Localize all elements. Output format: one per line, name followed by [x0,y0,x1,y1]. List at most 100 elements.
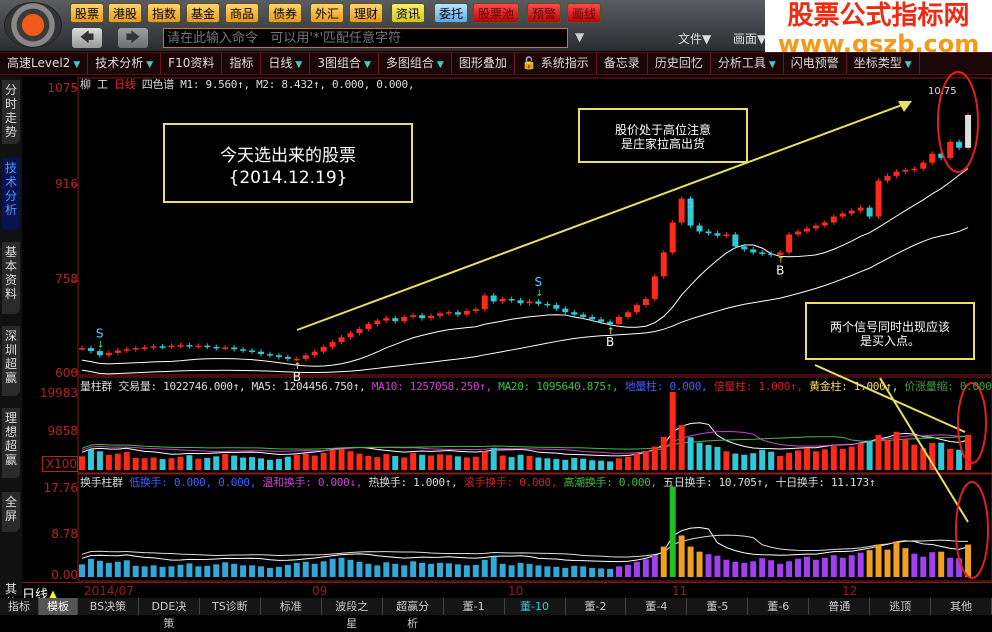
nav-button[interactable]: 外汇 [310,3,345,23]
side-tab[interactable]: 理想超赢 [2,408,20,478]
indicator-value: 温和换手: 0.000↓, [262,476,369,489]
turnover-bar [123,560,130,577]
candle [356,328,363,334]
nav-button[interactable]: 港股 [108,3,143,23]
toolbar-item[interactable]: 备忘录 [597,53,648,74]
bottom-tab[interactable]: 超赢分析 [383,598,444,630]
back-button[interactable]: 🡄 [72,28,102,48]
volume-bar [812,451,819,470]
volume-bar [105,454,112,470]
bottom-tab[interactable]: 普通 [809,598,871,615]
bottom-tab[interactable]: 波段之星 [322,598,383,630]
bottom-tab[interactable]: 模板 [39,598,78,615]
volume-bar [884,440,891,470]
volume-bar [830,446,837,470]
side-tab[interactable]: 全屏 [2,492,20,532]
candle [562,308,569,313]
side-tab[interactable]: 技术分析 [2,158,20,230]
menu-view[interactable]: 画面▼ [733,32,767,46]
toolbar-item[interactable]: 高速Level2 ▼ [0,53,89,74]
bottom-tab[interactable]: 标准 [261,598,322,615]
volume-bar [893,431,900,470]
toolbar-item[interactable]: 坐标类型 ▼ [847,53,920,74]
toolbar-item[interactable]: 图形叠加 [452,53,515,74]
side-tab[interactable]: 基本资料 [2,242,20,314]
indicator-values: 四色谱 M1: 9.560↑, M2: 8.432↑, 0.000, 0.000… [141,78,415,91]
bottom-tab[interactable]: 董-5 [687,598,749,615]
toolbar-item[interactable]: 分析工具 ▼ [711,53,784,74]
app-logo[interactable] [4,2,62,48]
volume-bar [741,454,748,470]
bottom-tab[interactable]: TS诊断 [200,598,261,615]
volume-header: 量柱群 交易量: 1022746.000↑, MA5: 1204456.750↑… [80,378,992,394]
candle [616,316,622,325]
turnover-bar [723,559,730,577]
nav-button[interactable]: 资讯 [391,3,426,23]
toolbar-item[interactable]: 技术分析 ▼ [88,53,162,74]
nav-button[interactable]: 指数 [147,3,182,23]
arrow-up-icon: ↑ [607,327,615,337]
nav-button[interactable]: 股票 [70,3,105,23]
turnover-bar [249,565,256,577]
nav-button[interactable]: 基金 [186,3,221,23]
turnover-bar [132,565,139,577]
toolbar-item[interactable]: F10资料 [161,53,223,74]
bottom-tab[interactable]: 董-2 [566,598,627,615]
bottom-tab[interactable]: DDE决策 [139,598,200,630]
nav-button[interactable]: 股票池 [473,3,520,23]
turnover-bar [320,561,327,577]
side-tab[interactable]: 分时走势 [2,80,20,144]
candle [195,345,202,348]
turnover-bar [275,566,282,577]
bottom-tab[interactable]: 其他 [931,598,992,615]
nav-button[interactable]: 委托 [434,3,469,23]
candle [222,347,229,349]
bottom-tab[interactable]: 董-4 [626,598,688,615]
toolbar-item[interactable]: 指标 [222,53,262,74]
bottom-tab[interactable]: 指标 [0,598,39,615]
toolbar-item[interactable]: 历史回忆 [648,53,711,74]
toolbar-item[interactable]: 多图组合 ▼ [379,53,452,74]
volume-bar [347,451,354,470]
candle [884,175,891,181]
toolbar-item[interactable]: 日线 ▼ [261,53,311,74]
turnover-bar [392,563,399,577]
command-input[interactable] [163,28,568,48]
toolbar-item[interactable]: 🔓 系统指示 [515,53,597,74]
dropdown-icon[interactable]: ▼ [575,30,585,44]
note-text: 今天选出来的股票 [220,146,356,166]
bottom-tab[interactable]: 逃顶 [870,598,932,615]
volume-ma5 [81,422,969,457]
menu-file[interactable]: 文件▼ [678,32,712,46]
nav-button[interactable]: 预警 [527,3,562,23]
toolbar-label: 分析工具 [717,56,766,70]
toolbar-item[interactable]: 3图组合 ▼ [310,53,379,74]
indicator-value: 五日换手: 10.705↑, 十日换手: 11.173↑ [663,476,876,489]
volume-bar [213,456,220,470]
turnover-bar [830,555,837,577]
panel-frame [77,77,992,376]
bottom-tab[interactable]: 董-6 [748,598,810,615]
toolbar-item[interactable]: 闪电预警 [784,53,847,74]
turnover-bar [365,563,372,577]
nav-button[interactable]: 债券 [268,3,303,23]
candle [768,253,775,256]
candle [258,351,264,355]
arrow-down-icon: ↓ [97,340,105,350]
toolbar-label: 坐标类型 [853,56,902,70]
volume-bar [114,453,121,470]
side-tab[interactable]: 深圳超赢 [2,326,20,396]
bottom-tab[interactable]: 董-1 [444,598,505,615]
bottom-tab[interactable]: BS决策 [78,598,139,615]
forward-button[interactable]: 🡆 [118,28,148,48]
nav-button[interactable]: 商品 [225,3,260,23]
turnover-bar [428,563,435,577]
nav-button[interactable]: 理财 [349,3,384,23]
candle [499,299,506,302]
signal-arrow [879,377,969,523]
turnover-bar [266,567,273,577]
turnover-bar [338,557,345,577]
candle [929,153,936,163]
nav-button[interactable]: 画线 [567,3,602,23]
bottom-tab[interactable]: 董-10 [505,598,566,615]
